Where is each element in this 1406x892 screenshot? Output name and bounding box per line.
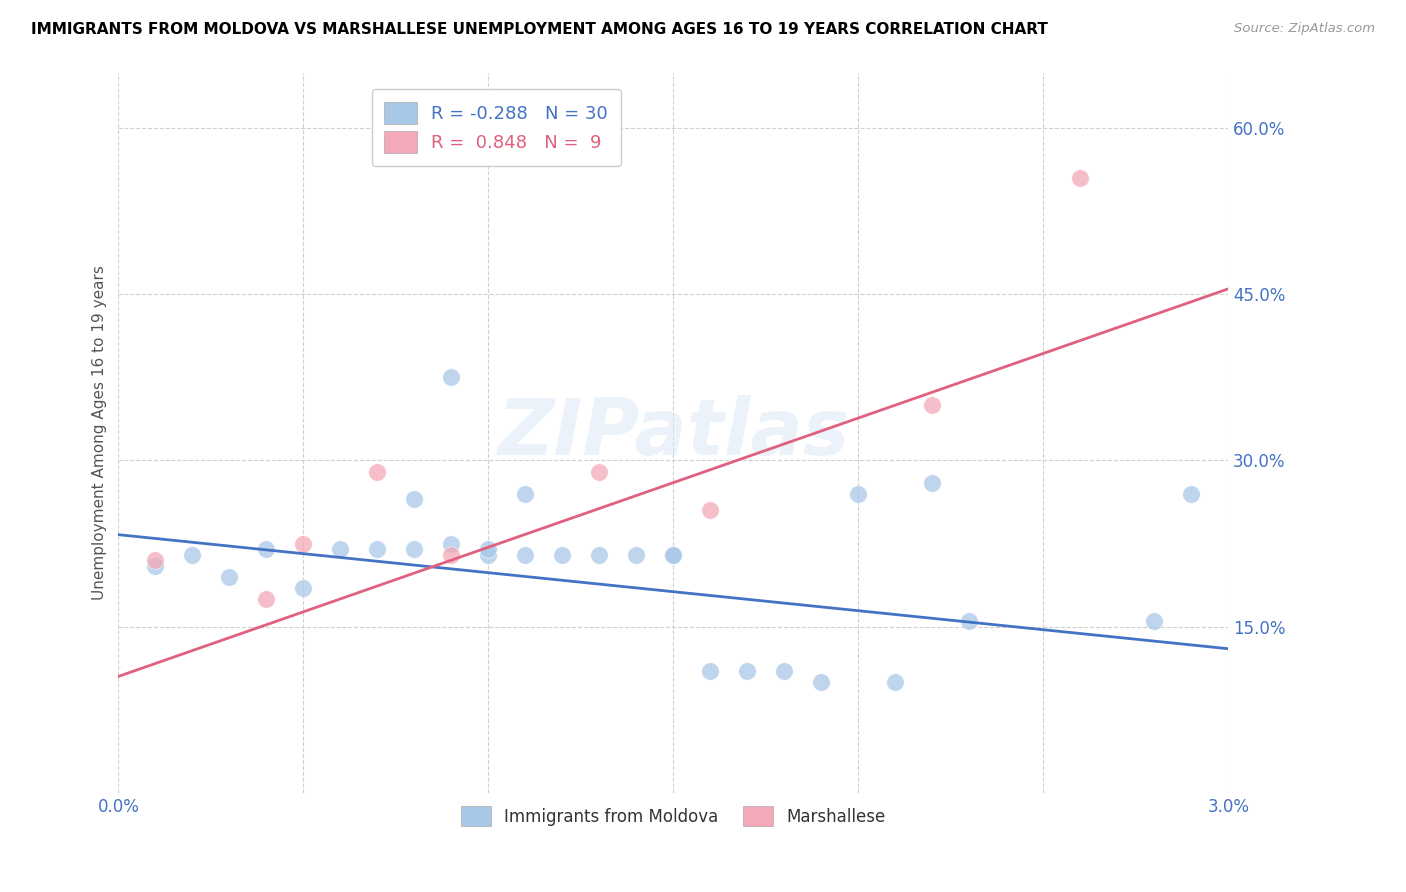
Point	[404, 492, 426, 507]
Point	[515, 548, 537, 562]
Point	[404, 542, 426, 557]
Y-axis label: Unemployment Among Ages 16 to 19 years: Unemployment Among Ages 16 to 19 years	[93, 266, 107, 600]
Point	[884, 675, 907, 690]
Point	[440, 548, 463, 562]
Point	[1180, 486, 1202, 500]
Point	[773, 664, 796, 678]
Point	[292, 581, 315, 595]
Point	[477, 542, 499, 557]
Point	[440, 370, 463, 384]
Point	[254, 542, 277, 557]
Point	[145, 553, 167, 567]
Point	[218, 570, 240, 584]
Point	[662, 548, 685, 562]
Point	[921, 475, 943, 490]
Point	[515, 486, 537, 500]
Point	[329, 542, 352, 557]
Point	[846, 486, 869, 500]
Point	[292, 536, 315, 550]
Text: Source: ZipAtlas.com: Source: ZipAtlas.com	[1234, 22, 1375, 36]
Point	[440, 536, 463, 550]
Point	[1143, 614, 1166, 628]
Point	[588, 548, 610, 562]
Point	[477, 548, 499, 562]
Legend: Immigrants from Moldova, Marshallese: Immigrants from Moldova, Marshallese	[453, 797, 894, 835]
Point	[921, 398, 943, 412]
Point	[737, 664, 759, 678]
Point	[254, 591, 277, 606]
Point	[366, 465, 388, 479]
Point	[626, 548, 648, 562]
Point	[810, 675, 832, 690]
Point	[366, 542, 388, 557]
Point	[181, 548, 204, 562]
Point	[551, 548, 574, 562]
Point	[957, 614, 980, 628]
Point	[145, 558, 167, 573]
Text: IMMIGRANTS FROM MOLDOVA VS MARSHALLESE UNEMPLOYMENT AMONG AGES 16 TO 19 YEARS CO: IMMIGRANTS FROM MOLDOVA VS MARSHALLESE U…	[31, 22, 1047, 37]
Text: ZIPatlas: ZIPatlas	[498, 395, 849, 471]
Point	[699, 503, 721, 517]
Point	[1069, 171, 1091, 186]
Point	[699, 664, 721, 678]
Point	[662, 548, 685, 562]
Point	[588, 465, 610, 479]
